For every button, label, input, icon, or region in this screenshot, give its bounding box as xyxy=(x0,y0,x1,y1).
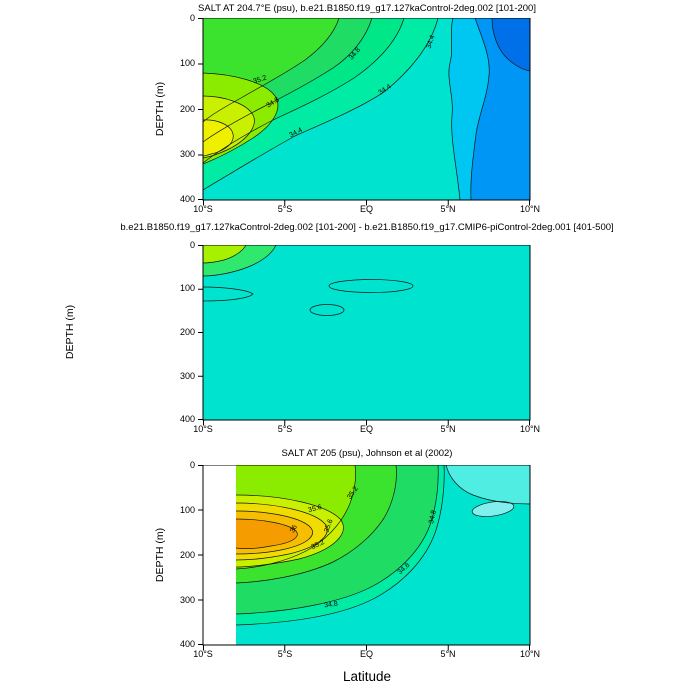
x-tick-label: 5°S xyxy=(277,204,293,214)
no-data-region xyxy=(203,465,236,645)
x-axis-ticks xyxy=(203,200,530,206)
contour-label: 35.6 xyxy=(307,503,323,515)
contour-label: 34.4 xyxy=(288,126,304,140)
contour-line-33.8 xyxy=(491,18,530,72)
y-tick-label: 200 xyxy=(179,104,195,114)
contour-line-35.6 xyxy=(235,502,328,561)
x-tick-label: 5°N xyxy=(440,204,456,214)
contour-line-35.0 xyxy=(235,465,397,584)
x-tick-label: 10°N xyxy=(519,204,541,214)
contour-line-35.4 xyxy=(203,95,255,159)
panel1-title: SALT AT 204.7°E (psu), b.e21.B1850.f19_g… xyxy=(198,3,536,14)
panel1-plot xyxy=(198,18,531,206)
band-lt-33.8 xyxy=(492,18,530,71)
contour-label: 34.4 xyxy=(425,34,437,50)
contour-label: 35.2 xyxy=(346,485,360,501)
contour-line-34.8 xyxy=(235,465,439,615)
contour-label: 34.8 xyxy=(396,561,412,577)
y-axis-ticks xyxy=(198,245,203,420)
panel3-title: SALT AT 205 (psu), Johnson et al (2002) xyxy=(281,448,453,459)
x-tick-label: EQ xyxy=(359,424,373,434)
x-tick-label: 5°S xyxy=(277,649,293,659)
y-axis-ticks xyxy=(198,18,203,200)
anomaly-contour xyxy=(203,245,277,277)
contour-line-34.8 xyxy=(203,18,373,143)
panel1-contour-labels: 34.4 34.8 34.4 35.2 34.8 34.4 xyxy=(203,18,530,200)
y-tick-label: 0 xyxy=(189,13,195,23)
contour-label: 35.6 xyxy=(323,518,335,534)
x-tick-label: 10°N xyxy=(519,424,541,434)
contour-label: 36 xyxy=(289,523,299,535)
anomaly-contour xyxy=(203,286,254,302)
contour-line-34.6 xyxy=(203,18,405,164)
x-axis-ticks xyxy=(203,645,530,651)
x-tick-label: 5°N xyxy=(440,649,456,659)
x-axis-label: Latitude xyxy=(342,669,392,684)
anomaly-contour-lens xyxy=(309,304,345,316)
contour-line-35.8 xyxy=(235,510,313,555)
band-lt-34.6-north xyxy=(446,465,530,504)
y-tick-label: 400 xyxy=(179,414,195,424)
contour-label: 35.2 xyxy=(252,74,268,86)
contour-label: 34.8 xyxy=(428,509,438,525)
contour-line-34.6 xyxy=(235,465,445,626)
x-tick-label: 10°S xyxy=(193,649,213,659)
y-tick-label: 300 xyxy=(179,149,195,159)
x-tick-label: 10°S xyxy=(193,424,213,434)
contour-line-35.2 xyxy=(203,72,279,165)
fresh-lens xyxy=(471,501,515,517)
y-tick-label: 100 xyxy=(179,505,195,515)
panel2-y-axis-label: DEPTH (m) xyxy=(64,304,76,360)
anomaly-contour-lens xyxy=(328,279,414,293)
contour-line-36.0 xyxy=(235,518,298,549)
y-tick-label: 0 xyxy=(189,460,195,470)
y-axis-ticks xyxy=(198,465,203,645)
y-tick-label: 100 xyxy=(179,58,195,68)
x-tick-label: EQ xyxy=(359,204,373,214)
contour-label: 34.8 xyxy=(347,46,363,62)
y-tick-label: 0 xyxy=(189,240,195,250)
contour-line-35.4 xyxy=(235,494,344,568)
y-tick-label: 100 xyxy=(179,283,195,293)
panel3-plot xyxy=(198,465,531,651)
band-gt-36-core xyxy=(236,519,298,549)
panel2-plot xyxy=(198,245,531,426)
x-tick-label: 5°S xyxy=(277,424,293,434)
y-tick-label: 400 xyxy=(179,194,195,204)
contour-label: 34.8 xyxy=(323,600,339,610)
panel3-contour-labels: 35.2 35.6 34.8 36 35.6 35.2 34.8 34.8 xyxy=(203,465,530,645)
band-zero-background xyxy=(203,245,530,420)
contour-line-34.4 xyxy=(203,18,439,191)
y-tick-label: 200 xyxy=(179,327,195,337)
y-tick-label: 300 xyxy=(179,371,195,381)
contour-line-35.6 xyxy=(203,119,234,157)
contour-label: 35.2 xyxy=(310,538,326,552)
y-tick-label: 400 xyxy=(179,639,195,649)
y-tick-label: 200 xyxy=(179,550,195,560)
contour-line-34.0 xyxy=(470,18,490,200)
contour-line-34.6-north xyxy=(445,465,530,505)
contour-label: 34.8 xyxy=(265,96,281,110)
x-tick-label: 5°N xyxy=(440,424,456,434)
contour-label: 34.4 xyxy=(377,83,393,97)
contour-line-35.0 xyxy=(203,18,340,123)
x-tick-label: 10°N xyxy=(519,649,541,659)
x-tick-label: 10°S xyxy=(193,204,213,214)
contour-line-34.2 xyxy=(448,18,461,200)
panel2-title: b.e21.B1850.f19_g17.127kaControl-2deg.00… xyxy=(120,222,614,233)
y-tick-label: 300 xyxy=(179,595,195,605)
x-axis-ticks xyxy=(203,420,530,426)
x-tick-label: EQ xyxy=(359,649,373,659)
anomaly-contour xyxy=(203,245,247,264)
band-positive-anomaly-core xyxy=(203,245,246,263)
